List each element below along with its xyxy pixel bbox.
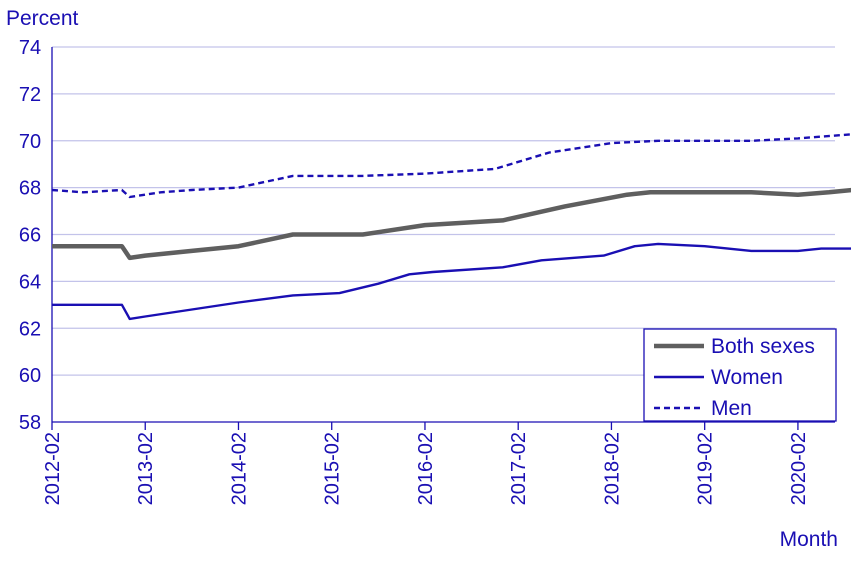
x-tick-label: 2012-02 (42, 432, 64, 505)
gridlines (52, 46, 835, 376)
y-tick-label: 68 (19, 178, 41, 200)
x-axis-title: Month (780, 528, 838, 551)
y-tick-label: 70 (19, 131, 41, 153)
y-tick-label: 60 (19, 365, 41, 387)
x-tick-label: 2013-02 (135, 432, 157, 505)
y-tick-label: 64 (19, 271, 41, 293)
legend-label: Men (711, 397, 752, 420)
legend-label: Both sexes (711, 335, 815, 358)
y-axis-title: Percent (6, 7, 79, 30)
series-line-both-sexes (52, 187, 851, 261)
legend: Both sexes Women Men (643, 328, 837, 422)
axes: 58 60 62 64 66 68 70 72 74 2012-02 2013-02 2014-02 2… (6, 7, 838, 551)
y-tick-label: 62 (19, 318, 41, 340)
series-line-men (51, 133, 851, 199)
y-tick-label: 58 (19, 412, 41, 434)
x-tick-label: 2017-02 (508, 432, 530, 505)
y-tick-label: 74 (19, 37, 41, 59)
series-line-women (52, 242, 851, 321)
x-tick-label: 2016-02 (415, 432, 437, 505)
y-tick-label: 72 (19, 84, 41, 106)
y-tick-label: 66 (19, 225, 41, 247)
x-tick-label: 2018-02 (601, 432, 623, 505)
x-tick-label: 2014-02 (228, 432, 250, 505)
legend-label: Women (711, 366, 783, 389)
x-tick-label: 2015-02 (322, 432, 344, 505)
series-lines (51, 133, 851, 321)
x-tick-label: 2020-02 (788, 432, 810, 505)
x-tick-label: 2019-02 (695, 432, 717, 505)
